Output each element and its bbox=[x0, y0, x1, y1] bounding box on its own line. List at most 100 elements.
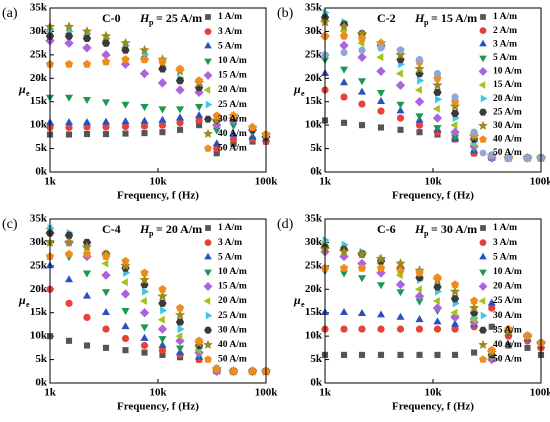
data-point bbox=[175, 345, 185, 353]
data-point bbox=[450, 121, 458, 130]
y-tick-label: 25k bbox=[30, 259, 48, 271]
data-point bbox=[377, 124, 385, 131]
x-tick-label: 100k bbox=[530, 176, 550, 188]
legend-marker bbox=[479, 39, 487, 47]
data-point bbox=[358, 100, 366, 108]
x-tick-label: 10k bbox=[149, 387, 167, 399]
field-value: = 30 A/m bbox=[431, 222, 477, 236]
x-tick-label: 1k bbox=[319, 387, 332, 399]
data-point bbox=[395, 258, 406, 268]
data-point bbox=[487, 345, 496, 354]
data-point bbox=[432, 303, 443, 313]
data-point bbox=[451, 93, 459, 101]
field-symbol: H bbox=[414, 11, 425, 25]
data-point bbox=[415, 268, 424, 277]
data-point bbox=[397, 126, 404, 133]
data-point bbox=[449, 286, 461, 296]
data-point bbox=[175, 332, 183, 341]
data-point bbox=[195, 104, 204, 112]
data-point bbox=[433, 70, 442, 78]
legend-marker bbox=[479, 149, 487, 157]
legend-label: 1 A/m bbox=[218, 223, 242, 233]
y-tick-label: 5k bbox=[35, 353, 48, 365]
field-symbol: H bbox=[139, 222, 150, 236]
data-point bbox=[121, 308, 130, 316]
legend-label: 40 A/m bbox=[218, 340, 247, 350]
data-point bbox=[175, 85, 185, 95]
legend-label: 50 A/m bbox=[493, 148, 522, 158]
data-point bbox=[140, 341, 149, 350]
data-point bbox=[175, 113, 185, 121]
data-point bbox=[211, 115, 222, 125]
data-point bbox=[340, 351, 348, 358]
legend-marker bbox=[204, 144, 212, 152]
data-point bbox=[433, 273, 442, 282]
legend-label: 10 A/m bbox=[493, 67, 522, 77]
legend-label: 20 A/m bbox=[218, 85, 247, 95]
data-point bbox=[64, 231, 74, 239]
x-tick-label: 100k bbox=[255, 176, 279, 188]
data-point bbox=[195, 111, 204, 119]
data-point bbox=[140, 122, 149, 130]
legend-label: 20 A/m bbox=[493, 282, 522, 292]
legend-label: 5 A/m bbox=[493, 252, 517, 262]
data-point bbox=[414, 285, 422, 294]
data-point bbox=[377, 107, 385, 115]
legend-label: 30 A/m bbox=[493, 121, 522, 131]
data-point bbox=[229, 135, 238, 143]
data-point bbox=[339, 78, 349, 86]
legend-label: 15 A/m bbox=[218, 71, 247, 81]
legend-label: 50 A/m bbox=[218, 355, 247, 365]
panel-label: (b) bbox=[277, 6, 294, 21]
data-point bbox=[139, 68, 150, 79]
y-axis-subscript: e bbox=[26, 89, 30, 98]
data-point bbox=[139, 308, 150, 318]
y-tick-label: 20k bbox=[305, 72, 323, 84]
y-tick-label: 0k bbox=[35, 166, 48, 178]
legend-label: 20 A/m bbox=[493, 94, 522, 104]
data-point bbox=[451, 351, 459, 358]
data-point bbox=[340, 93, 348, 101]
legend-marker bbox=[478, 81, 486, 89]
legend-label: 5 A/m bbox=[218, 41, 242, 51]
data-point bbox=[415, 298, 424, 306]
panel: 0k 5k 10k 15k 20k 25k 30k 35k 1k 10k 100k 1 A/m 3 A/… bbox=[2, 2, 278, 202]
data-point bbox=[121, 117, 130, 125]
legend-label: 3 A/m bbox=[218, 27, 242, 37]
data-point bbox=[356, 248, 368, 259]
data-point bbox=[432, 79, 443, 90]
sample-label: C-4 bbox=[102, 222, 121, 236]
x-tick-label: 1k bbox=[319, 176, 332, 188]
data-point bbox=[450, 308, 458, 317]
legend-label: 15 A/m bbox=[493, 80, 522, 90]
legend-marker bbox=[479, 355, 487, 363]
field-subscript: p bbox=[424, 229, 429, 238]
y-axis-subscript: e bbox=[301, 300, 305, 309]
data-point bbox=[102, 344, 110, 351]
data-point bbox=[470, 128, 478, 136]
data-point bbox=[176, 126, 184, 133]
data-point bbox=[523, 331, 532, 340]
data-point bbox=[339, 308, 349, 316]
y-tick-label: 35k bbox=[30, 213, 48, 225]
legend-marker bbox=[480, 311, 488, 320]
data-point bbox=[377, 44, 385, 52]
data-point bbox=[396, 46, 405, 54]
panel-label: (a) bbox=[2, 6, 18, 21]
legend-label: 30 A/m bbox=[493, 311, 522, 321]
data-point bbox=[451, 325, 459, 333]
data-point bbox=[357, 263, 367, 272]
data-point bbox=[141, 130, 148, 137]
data-point bbox=[64, 275, 74, 283]
data-point bbox=[396, 266, 405, 275]
data-point bbox=[357, 78, 367, 86]
data-point bbox=[358, 351, 366, 358]
data-point bbox=[158, 106, 167, 114]
legend-label: 5 A/m bbox=[218, 252, 242, 262]
data-point bbox=[194, 336, 204, 345]
plot-frame bbox=[324, 7, 542, 173]
legend-marker bbox=[203, 339, 213, 349]
data-point bbox=[158, 299, 167, 307]
legend-label: 10 A/m bbox=[218, 267, 247, 277]
